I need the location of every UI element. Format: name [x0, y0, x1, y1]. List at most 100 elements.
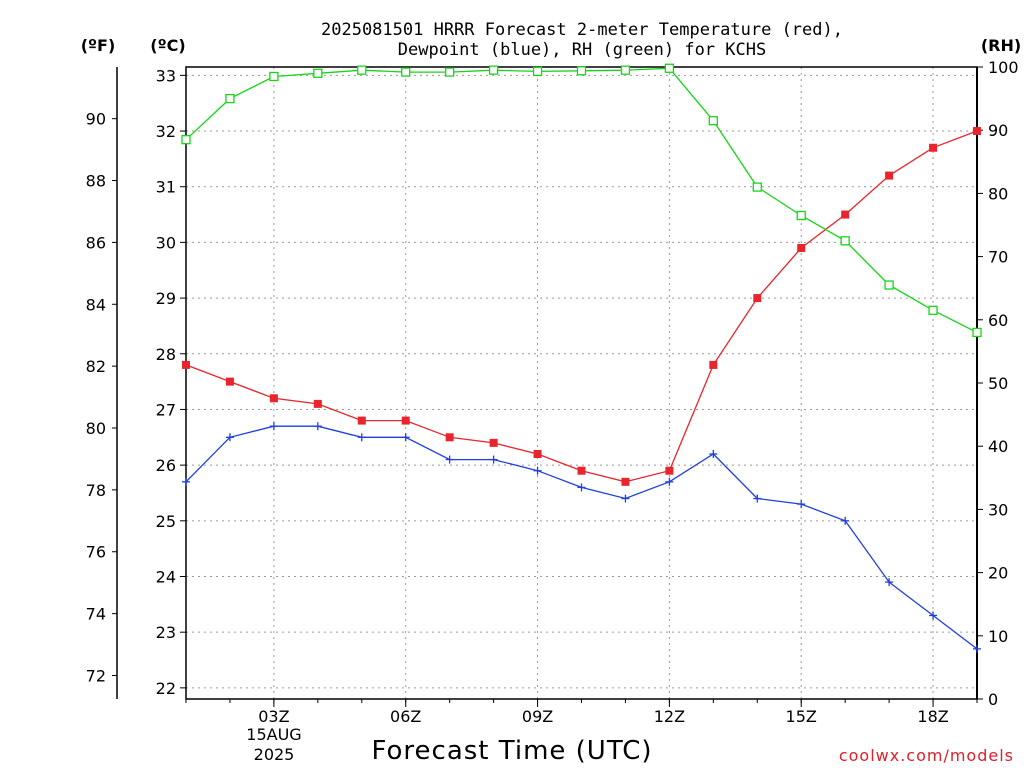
rh-point — [796, 210, 806, 221]
rh-point — [664, 63, 675, 73]
temperature-point — [313, 399, 322, 408]
celsius-tick-label: 22 — [156, 679, 176, 698]
rh-point — [972, 327, 982, 338]
x-tick-label: 15Z — [786, 707, 817, 726]
temperature-point — [445, 433, 454, 442]
temperature-point — [533, 449, 542, 458]
x-tick-label: 09Z — [522, 707, 553, 726]
rh-point — [620, 65, 631, 75]
dewpoint-point — [401, 433, 410, 442]
dewpoint-point — [313, 422, 322, 431]
x-tick-label: 03Z — [258, 707, 289, 726]
dewpoint-point — [445, 455, 454, 464]
rh-tick-label: 60 — [988, 311, 1008, 330]
celsius-tick-label: 28 — [156, 345, 176, 364]
celsius-tick-label: 30 — [156, 233, 176, 252]
x-tick-label: 18Z — [917, 707, 948, 726]
rh-point — [313, 68, 323, 78]
fahrenheit-tick-label: 90 — [86, 110, 106, 129]
temperature-point — [621, 477, 630, 486]
temperature-point — [182, 360, 190, 369]
dewpoint-point — [225, 433, 234, 442]
dewpoint-point — [929, 611, 938, 620]
fahrenheit-tick-label: 78 — [86, 481, 106, 500]
dewpoint-point — [841, 516, 850, 525]
x-tick-label: 12Z — [654, 707, 685, 726]
temperature-point — [577, 466, 586, 475]
rh-line — [185, 67, 978, 333]
temperature-point — [225, 377, 234, 386]
celsius-tick-label: 26 — [156, 456, 176, 475]
celsius-tick-label: 24 — [156, 567, 176, 586]
celsius-tick-label: 27 — [156, 400, 176, 419]
rh-point — [928, 305, 938, 315]
rh-point — [752, 182, 762, 192]
x-axis-label: Forecast Time (UTC) — [371, 736, 652, 766]
rh-point — [884, 280, 894, 290]
temperature-point — [489, 438, 498, 447]
temperature-point — [973, 127, 981, 136]
watermark: coolwx.com/models — [839, 746, 1014, 765]
rh-point — [488, 65, 499, 75]
dewpoint-series — [182, 422, 981, 653]
rh-point — [401, 67, 411, 77]
rh-tick-label: 10 — [988, 627, 1008, 646]
dewpoint-line — [185, 425, 978, 650]
dewpoint-point — [489, 455, 498, 464]
series-lines — [181, 63, 982, 653]
dewpoint-point — [533, 466, 542, 475]
dewpoint-point — [753, 494, 762, 503]
rh-point — [445, 67, 455, 77]
rh-point — [576, 66, 587, 76]
tick-labels: 22 23 24 25 26 27 28 29 30 31 32 33 72 74 76 78 80 82 84 86… — [86, 58, 1019, 726]
dewpoint-point — [357, 433, 366, 442]
rh-point — [532, 66, 543, 77]
celsius-tick-label: 23 — [156, 623, 176, 642]
grid-lines — [186, 67, 977, 699]
fahrenheit-tick-label: 80 — [86, 419, 106, 438]
fahrenheit-tick-label: 76 — [86, 543, 106, 562]
fahrenheit-tick-label: 88 — [86, 172, 106, 191]
celsius-tick-label: 29 — [156, 289, 176, 308]
dewpoint-point — [621, 494, 630, 503]
temperature-point — [841, 210, 850, 219]
date-label-day: 15AUG — [246, 725, 301, 744]
dewpoint-point — [885, 578, 894, 587]
temperature-series — [182, 127, 981, 486]
fahrenheit-tick-label: 84 — [86, 295, 106, 314]
rh-point — [708, 116, 718, 126]
temperature-point — [929, 143, 938, 152]
rh-point — [269, 71, 279, 82]
dewpoint-point — [797, 500, 806, 509]
fahrenheit-tick-label: 74 — [86, 605, 106, 624]
dewpoint-point — [182, 477, 190, 486]
fahrenheit-tick-label: 86 — [86, 233, 106, 252]
temperature-point — [797, 243, 806, 252]
rh-tick-label: 70 — [988, 248, 1008, 267]
rh-point — [181, 135, 191, 145]
temperature-point — [269, 394, 278, 403]
dewpoint-point — [269, 422, 278, 431]
dewpoint-point — [577, 483, 586, 492]
rh-tick-label: 50 — [988, 374, 1008, 393]
x-tick-label: 06Z — [390, 707, 421, 726]
fahrenheit-unit-label: (ºF) — [81, 36, 116, 55]
temperature-line — [185, 130, 978, 483]
dewpoint-point — [709, 449, 718, 458]
rh-tick-label: 90 — [988, 121, 1008, 140]
temperature-point — [753, 294, 762, 303]
temperature-point — [357, 416, 366, 425]
dewpoint-point — [973, 644, 981, 653]
rh-tick-label: 100 — [988, 58, 1019, 77]
celsius-unit-label: (ºC) — [150, 36, 185, 55]
rh-unit-label: (RH) — [981, 36, 1021, 55]
rh-series — [181, 63, 982, 338]
rh-point — [357, 65, 367, 75]
plot-frame — [185, 66, 978, 700]
celsius-tick-label: 33 — [156, 66, 176, 85]
rh-tick-label: 0 — [988, 690, 998, 709]
rh-tick-label: 80 — [988, 184, 1008, 203]
date-label-year: 2025 — [254, 745, 295, 764]
temperature-point — [665, 466, 674, 475]
